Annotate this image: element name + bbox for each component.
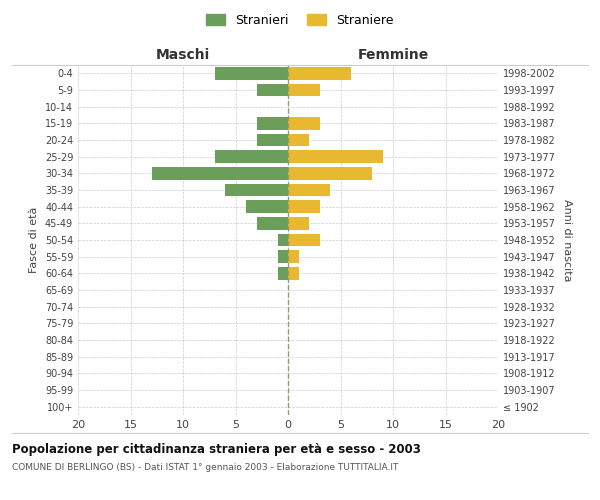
Bar — [151, 167, 288, 179]
Bar — [288, 117, 320, 130]
Bar — [215, 150, 288, 163]
Bar — [225, 184, 288, 196]
Legend: Stranieri, Straniere: Stranieri, Straniere — [202, 8, 398, 32]
Bar — [288, 167, 372, 179]
Text: Femmine: Femmine — [358, 48, 428, 62]
Bar — [257, 134, 288, 146]
Bar — [288, 134, 309, 146]
Y-axis label: Anni di nascita: Anni di nascita — [562, 198, 572, 281]
Text: Maschi: Maschi — [156, 48, 210, 62]
Bar — [277, 250, 288, 263]
Bar — [288, 267, 299, 280]
Bar — [288, 67, 351, 80]
Bar — [288, 200, 320, 213]
Bar — [257, 84, 288, 96]
Bar — [277, 234, 288, 246]
Bar — [246, 200, 288, 213]
Bar — [288, 184, 330, 196]
Bar — [288, 150, 383, 163]
Y-axis label: Fasce di età: Fasce di età — [29, 207, 39, 273]
Bar — [257, 117, 288, 130]
Bar — [288, 217, 309, 230]
Bar — [288, 234, 320, 246]
Text: COMUNE DI BERLINGO (BS) - Dati ISTAT 1° gennaio 2003 - Elaborazione TUTTITALIA.I: COMUNE DI BERLINGO (BS) - Dati ISTAT 1° … — [12, 462, 398, 471]
Bar — [277, 267, 288, 280]
Bar — [288, 250, 299, 263]
Bar — [215, 67, 288, 80]
Text: Popolazione per cittadinanza straniera per età e sesso - 2003: Popolazione per cittadinanza straniera p… — [12, 442, 421, 456]
Bar — [288, 84, 320, 96]
Bar — [257, 217, 288, 230]
